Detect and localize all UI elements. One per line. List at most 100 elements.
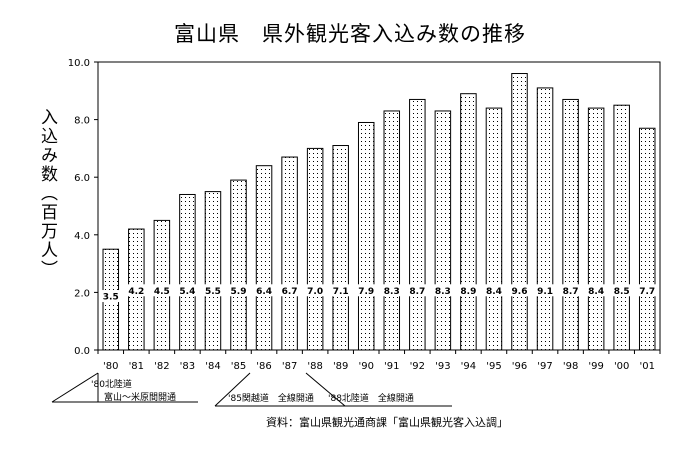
data-label: 3.5 bbox=[103, 293, 119, 303]
bar-92 bbox=[409, 98, 426, 351]
data-label-box bbox=[151, 284, 172, 297]
annotation-2-leader bbox=[214, 372, 251, 407]
x-tick-label: '85 bbox=[231, 361, 246, 372]
data-label-box bbox=[509, 284, 530, 297]
data-label: 8.3 bbox=[384, 287, 400, 297]
x-tick-label: '94 bbox=[461, 361, 476, 372]
bar-98 bbox=[562, 98, 579, 351]
x-tick-label: '92 bbox=[410, 361, 425, 372]
data-label: 7.9 bbox=[358, 287, 374, 297]
data-label: 8.5 bbox=[614, 287, 630, 297]
y-tick-label: 6.0 bbox=[74, 173, 90, 184]
y-tick-label: 10.0 bbox=[68, 58, 90, 69]
x-tick-label: '89 bbox=[333, 361, 348, 372]
data-label: 8.3 bbox=[435, 287, 451, 297]
data-label: 7.7 bbox=[639, 287, 655, 297]
axes: 0.0 2.0 4.0 6.0 8.0 10.0 '80 '81 '82 '83 '84 '85 '86… bbox=[68, 58, 661, 372]
data-label: 7.0 bbox=[307, 287, 323, 297]
data-label: 6.4 bbox=[256, 287, 272, 297]
bar-85 bbox=[230, 179, 247, 351]
data-label: 6.7 bbox=[282, 287, 298, 297]
data-label-box bbox=[305, 284, 326, 297]
data-label-box bbox=[177, 284, 198, 297]
bar-01 bbox=[638, 127, 656, 351]
y-axis-label: 入込み数（百万人） bbox=[37, 108, 57, 279]
bar-95 bbox=[485, 107, 503, 351]
data-label: 8.7 bbox=[409, 287, 425, 297]
bar-97 bbox=[536, 87, 554, 351]
bar-99 bbox=[587, 107, 605, 351]
data-label-box bbox=[407, 284, 428, 297]
y-tick-label: 8.0 bbox=[74, 116, 90, 127]
data-label-box bbox=[586, 284, 607, 297]
data-label-box bbox=[126, 284, 147, 297]
data-label: 8.4 bbox=[588, 287, 604, 297]
x-tick-label: '97 bbox=[537, 361, 552, 372]
x-tick-label: '01 bbox=[639, 361, 654, 372]
bar-00 bbox=[613, 104, 630, 351]
data-label-box bbox=[432, 284, 453, 297]
x-tick-label: '98 bbox=[563, 361, 578, 372]
annotation-3-leader bbox=[305, 372, 346, 407]
data-label-box bbox=[202, 284, 223, 297]
x-tick-label: '95 bbox=[486, 361, 501, 372]
annotation-2: '85関越道 全線開通 bbox=[228, 394, 314, 404]
data-label-box bbox=[381, 284, 402, 297]
bar-84 bbox=[204, 191, 222, 351]
data-label-box bbox=[254, 284, 275, 297]
source-note: 資料：富山県観光通商課「富山県観光客入込調」 bbox=[266, 416, 508, 429]
data-label: 5.9 bbox=[231, 287, 247, 297]
x-tick-label: '93 bbox=[435, 361, 450, 372]
data-label: 8.4 bbox=[486, 287, 502, 297]
annotation-1-line2: 富山～米原間開通 bbox=[104, 393, 177, 403]
annotation-1-line1: '80北陸道 bbox=[91, 380, 132, 390]
data-label: 9.1 bbox=[537, 287, 553, 297]
data-label: 4.5 bbox=[154, 287, 170, 297]
data-label-box bbox=[100, 290, 121, 303]
data-label: 7.1 bbox=[333, 287, 349, 297]
data-label: 5.4 bbox=[179, 287, 195, 297]
bar-83 bbox=[179, 193, 196, 351]
x-tick-label: '00 bbox=[614, 361, 629, 372]
data-label: 8.7 bbox=[563, 287, 579, 297]
data-label-box bbox=[483, 284, 504, 297]
x-tick-label: '80 bbox=[103, 361, 118, 372]
x-tick-label: '96 bbox=[512, 361, 527, 372]
data-label-box bbox=[356, 284, 377, 297]
x-tick-label: '83 bbox=[180, 361, 195, 372]
data-label-box bbox=[611, 284, 632, 297]
data-label-box bbox=[535, 284, 556, 297]
data-label: 4.2 bbox=[128, 287, 144, 297]
chart-title: 富山県 県外観光客入込み数の推移 bbox=[174, 22, 526, 46]
data-label-box bbox=[330, 284, 351, 297]
data-label-box bbox=[458, 284, 479, 297]
annotation-3: '88北陸道 全線開通 bbox=[328, 394, 414, 404]
data-labels: 3.5 4.2 4.5 5.4 5.5 5.9 6.4 6.7 7.0 7.1 7.9 8.3 8.7 8… bbox=[100, 284, 658, 303]
data-label: 8.9 bbox=[460, 287, 476, 297]
x-tick-label: '87 bbox=[282, 361, 297, 372]
x-tick-label: '81 bbox=[129, 361, 144, 372]
x-tick-label: '99 bbox=[588, 361, 603, 372]
x-tick-label: '91 bbox=[384, 361, 399, 372]
bar-94 bbox=[460, 93, 477, 351]
y-tick-label: 0.0 bbox=[74, 346, 90, 357]
data-label: 9.6 bbox=[512, 287, 528, 297]
x-tick-label: '82 bbox=[154, 361, 169, 372]
y-tick-label: 2.0 bbox=[74, 288, 90, 299]
x-tick-label: '86 bbox=[256, 361, 271, 372]
bar-90 bbox=[357, 121, 375, 351]
annotation-lines bbox=[51, 372, 452, 407]
bar-91 bbox=[383, 110, 401, 351]
x-tick-label: '88 bbox=[307, 361, 322, 372]
bar-89 bbox=[332, 145, 349, 351]
bars bbox=[102, 73, 656, 351]
bar-96 bbox=[511, 73, 528, 351]
data-label-box bbox=[279, 284, 300, 297]
bar-86 bbox=[255, 165, 273, 351]
bar-87 bbox=[281, 156, 298, 351]
data-label: 5.5 bbox=[205, 287, 221, 297]
x-tick-label: '84 bbox=[205, 361, 220, 372]
data-label-box bbox=[228, 284, 249, 297]
annotation-1-leader bbox=[51, 372, 99, 403]
